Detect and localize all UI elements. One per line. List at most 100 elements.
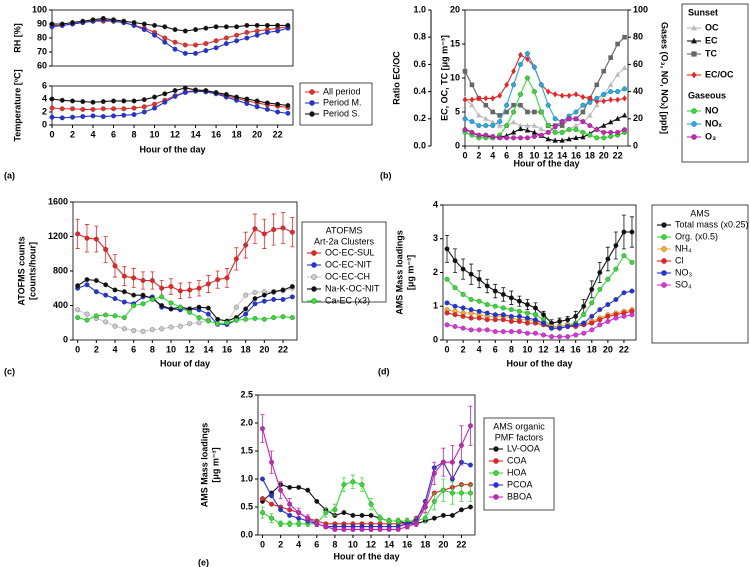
x-tick-label: 16 [211,129,221,139]
marker [541,312,546,318]
marker [111,17,116,23]
legend-title: AMS organic [493,421,545,431]
marker [483,132,489,138]
legend-label: BBOA [507,491,532,501]
marker [524,75,530,81]
marker [573,122,579,128]
marker [205,311,211,317]
marker [287,501,293,507]
marker [80,114,86,119]
marker [103,312,109,318]
marker [559,123,565,128]
marker [469,96,475,103]
marker [264,22,270,28]
marker [508,318,514,324]
marker [525,109,530,115]
marker [460,291,466,297]
marker [90,106,96,112]
marker [566,127,572,133]
x-tick-label: 4 [91,129,96,139]
marker [100,99,106,105]
y3-tick-label: 0.0 [413,140,426,150]
marker [608,134,614,139]
x-tick-label: 22 [619,344,629,354]
x-tick-label: 8 [509,344,514,354]
marker [493,494,499,500]
y2-tick-label: 60 [633,59,643,69]
marker [215,277,221,283]
y-tick-label: 4 [42,93,47,103]
marker [296,484,302,490]
marker [518,61,523,67]
marker [287,521,293,527]
marker [525,55,530,63]
marker [205,318,211,324]
marker [615,96,620,103]
marker [605,313,611,319]
marker [545,123,551,129]
y3-axis-label: Ratio EC/OC [391,51,401,105]
y-tick-label: 0.0 [240,529,253,539]
marker [309,111,315,117]
marker [557,325,563,331]
marker [531,129,538,135]
x-tick-label: 6 [111,129,116,139]
marker [557,318,563,324]
marker [182,42,188,48]
marker [172,46,178,52]
marker [490,134,496,139]
marker [587,123,593,129]
marker [112,263,118,269]
x-tick-label: 12 [539,344,549,354]
marker [280,287,286,293]
marker [112,296,118,302]
legend-label: Org. (x0.5) [675,231,718,241]
marker [244,101,250,106]
y-tick-label: 80 [37,32,47,42]
x-tick-label: 10 [348,539,358,549]
marker [490,95,496,102]
marker [112,313,118,319]
marker [524,127,531,133]
marker [469,119,475,124]
marker [533,305,538,311]
marker [508,307,514,313]
marker [223,41,229,47]
marker [172,27,178,33]
legend-label: OC [705,22,719,32]
marker [395,518,401,524]
marker [597,322,603,328]
legend-label: COA [507,455,527,465]
marker [131,105,137,111]
marker [524,310,530,316]
y-tick-label: 100 [32,4,47,14]
marker [260,476,265,482]
x-tick-label: 20 [252,129,262,139]
marker [594,127,600,133]
marker [177,288,183,294]
marker [59,106,65,112]
marker [233,317,239,323]
y-tick-label: 4 [433,199,438,209]
x-tick-label: 16 [402,539,412,549]
marker [533,317,538,323]
marker [469,129,475,135]
marker [234,94,240,100]
marker [613,243,619,248]
marker [524,122,531,128]
marker [589,320,595,326]
x-tick-label: 12 [170,129,180,139]
marker [121,106,127,112]
x-tick-label: 14 [555,344,565,354]
marker [691,121,697,127]
marker [444,276,450,282]
marker [545,102,551,108]
marker [449,490,455,496]
marker [271,315,277,321]
marker [182,90,188,95]
y-tick-label: 15 [450,38,460,48]
x-tick-label: 0 [445,344,450,354]
series-line [261,425,471,530]
x-tick-label: 4 [490,150,495,160]
marker [59,97,65,103]
